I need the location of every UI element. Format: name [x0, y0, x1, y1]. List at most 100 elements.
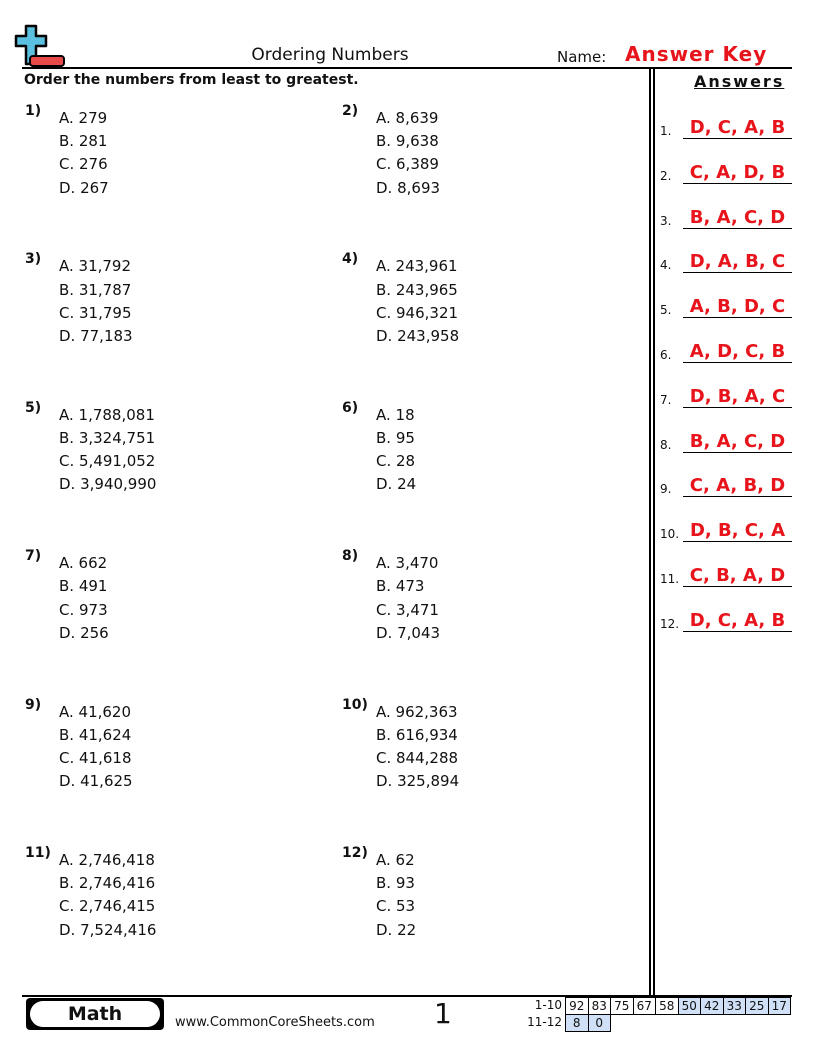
score-cell: 17 — [767, 997, 791, 1015]
problem-options: A. 31,792 B. 31,787 C. 31,795 D. 77,183 — [59, 255, 133, 348]
answer-number: 8. — [660, 437, 672, 452]
answer-number: 5. — [660, 303, 672, 318]
answer-row: 12. D, C, A, B — [660, 603, 792, 633]
answer-value: B, A, C, D — [683, 431, 792, 453]
problem-options: A. 62 B. 93 C. 53 D. 22 — [376, 849, 416, 942]
problem: 9) A. 41,620 B. 41,624 C. 41,618 D. 41,625 — [25, 697, 325, 811]
answer-value: C, B, A, D — [683, 565, 792, 587]
problem-number: 7) — [25, 548, 42, 565]
problem-number: 6) — [342, 399, 359, 416]
footer-divider — [22, 995, 792, 997]
problem-number: 2) — [342, 103, 359, 119]
option: B. 243,965 — [376, 280, 458, 299]
option: A. 3,470 — [376, 554, 439, 573]
problem: 5) A. 1,788,081 B. 3,324,751 C. 5,491,052 D.… — [25, 400, 325, 514]
answer-number: 6. — [660, 348, 672, 362]
answer-row: 10. D, B, C, A — [660, 513, 792, 543]
option: A. 62 — [376, 851, 415, 869]
answer-row: 1. D, C, A, B — [660, 110, 792, 140]
score-cell: 33 — [722, 997, 746, 1015]
answer-value: D, B, A, C — [683, 386, 792, 408]
problem-options: A. 279 B. 281 C. 276 D. 267 — [59, 107, 109, 200]
problem: 10) A. 962,363 B. 616,934 C. 844,288 D. 325,… — [342, 697, 642, 811]
option: B. 93 — [376, 874, 415, 893]
option: D. 22 — [376, 920, 417, 939]
option: A. 41,620 — [59, 702, 132, 721]
score-cell: 50 — [677, 997, 701, 1015]
problem-options: A. 8,639 B. 9,638 C. 6,389 D. 8,693 — [376, 107, 440, 200]
problem-options: A. 962,363 B. 616,934 C. 844,288 D. 325,894 — [376, 701, 459, 794]
option: D. 7,524,416 — [59, 920, 157, 939]
problem: 7) A. 662 B. 491 C. 973 D. 256 — [25, 548, 325, 662]
name-label: Name: — [557, 48, 607, 66]
score-row-label: 1-10 — [534, 998, 562, 1012]
score-cell: 25 — [745, 997, 769, 1015]
option: D. 243,958 — [376, 327, 460, 345]
option: B. 616,934 — [376, 725, 458, 744]
option: C. 41,618 — [59, 749, 132, 767]
page-number: 1 — [434, 997, 452, 1030]
answer-number: 11. — [660, 572, 680, 586]
answer-row: 11. C, B, A, D — [660, 558, 792, 588]
subject-badge: Math — [26, 998, 164, 1030]
option: C. 844,288 — [376, 749, 459, 767]
score-cell: 8 — [565, 1014, 589, 1032]
score-cell: 0 — [587, 1014, 611, 1032]
option: C. 2,746,415 — [59, 897, 156, 916]
problem-options: A. 1,788,081 B. 3,324,751 C. 5,491,052 D. 3… — [59, 404, 156, 497]
option: C. 3,471 — [376, 600, 439, 619]
answer-number: 1. — [660, 124, 672, 138]
option: B. 281 — [59, 132, 108, 151]
answer-number: 2. — [660, 168, 672, 183]
option: A. 279 — [59, 109, 108, 127]
score-cell: 67 — [632, 997, 656, 1015]
answer-number: 4. — [660, 258, 672, 273]
problem-number: 3) — [25, 251, 42, 268]
website-url: www.CommonCoreSheets.com — [175, 1015, 375, 1030]
option: D. 24 — [376, 475, 417, 494]
column-divider — [653, 68, 655, 996]
problem: 11) A. 2,746,418 B. 2,746,416 C. 2,746,415 D… — [25, 845, 325, 959]
option: A. 962,363 — [376, 702, 458, 721]
name-value: Answer Key — [625, 42, 768, 66]
option: D. 267 — [59, 178, 109, 197]
score-cell: 92 — [565, 997, 589, 1015]
option: C. 6,389 — [376, 155, 439, 174]
answer-row: 8. B, A, C, D — [660, 424, 792, 454]
option: C. 946,321 — [376, 303, 459, 322]
problem: 3) A. 31,792 B. 31,787 C. 31,795 D. 77,183 — [25, 251, 325, 365]
answer-value: C, A, D, B — [683, 162, 792, 184]
option: B. 491 — [59, 577, 108, 596]
answers-heading: Answers — [694, 72, 785, 91]
answer-value: D, C, A, B — [683, 610, 792, 632]
answer-value: D, C, A, B — [683, 117, 792, 139]
option: C. 53 — [376, 897, 416, 916]
column-divider — [649, 68, 651, 996]
option: A. 2,746,418 — [59, 851, 155, 869]
problem-options: A. 2,746,418 B. 2,746,416 C. 2,746,415 D. 7… — [59, 849, 156, 942]
problem: 6) A. 18 B. 95 C. 28 D. 24 — [342, 400, 642, 514]
option: C. 276 — [59, 155, 108, 174]
answer-number: 10. — [660, 527, 680, 542]
answer-row: 2. C, A, D, B — [660, 155, 792, 185]
option: A. 31,792 — [59, 257, 132, 276]
score-cell: 58 — [655, 997, 679, 1015]
answer-value: D, B, C, A — [683, 520, 792, 543]
problem-number: 11) — [25, 845, 51, 861]
option: A. 18 — [376, 405, 415, 424]
option: C. 31,795 — [59, 303, 132, 322]
option: D. 77,183 — [59, 327, 133, 345]
answer-row: 6. A, D, C, B — [660, 334, 792, 364]
header-divider — [22, 67, 792, 69]
option: D. 256 — [59, 623, 109, 642]
answer-number: 3. — [660, 213, 672, 228]
problem: 12) A. 62 B. 93 C. 53 D. 22 — [342, 845, 642, 959]
problem-number: 9) — [25, 696, 42, 713]
answer-row: 3. B, A, C, D — [660, 200, 792, 230]
problem: 4) A. 243,961 B. 243,965 C. 946,321 D. 243,9… — [342, 251, 642, 365]
problem-number: 10) — [342, 696, 368, 713]
option: A. 1,788,081 — [59, 405, 155, 424]
option: B. 9,638 — [376, 132, 439, 151]
answer-row: 4. D, A, B, C — [660, 244, 792, 274]
answer-number: 7. — [660, 392, 672, 407]
